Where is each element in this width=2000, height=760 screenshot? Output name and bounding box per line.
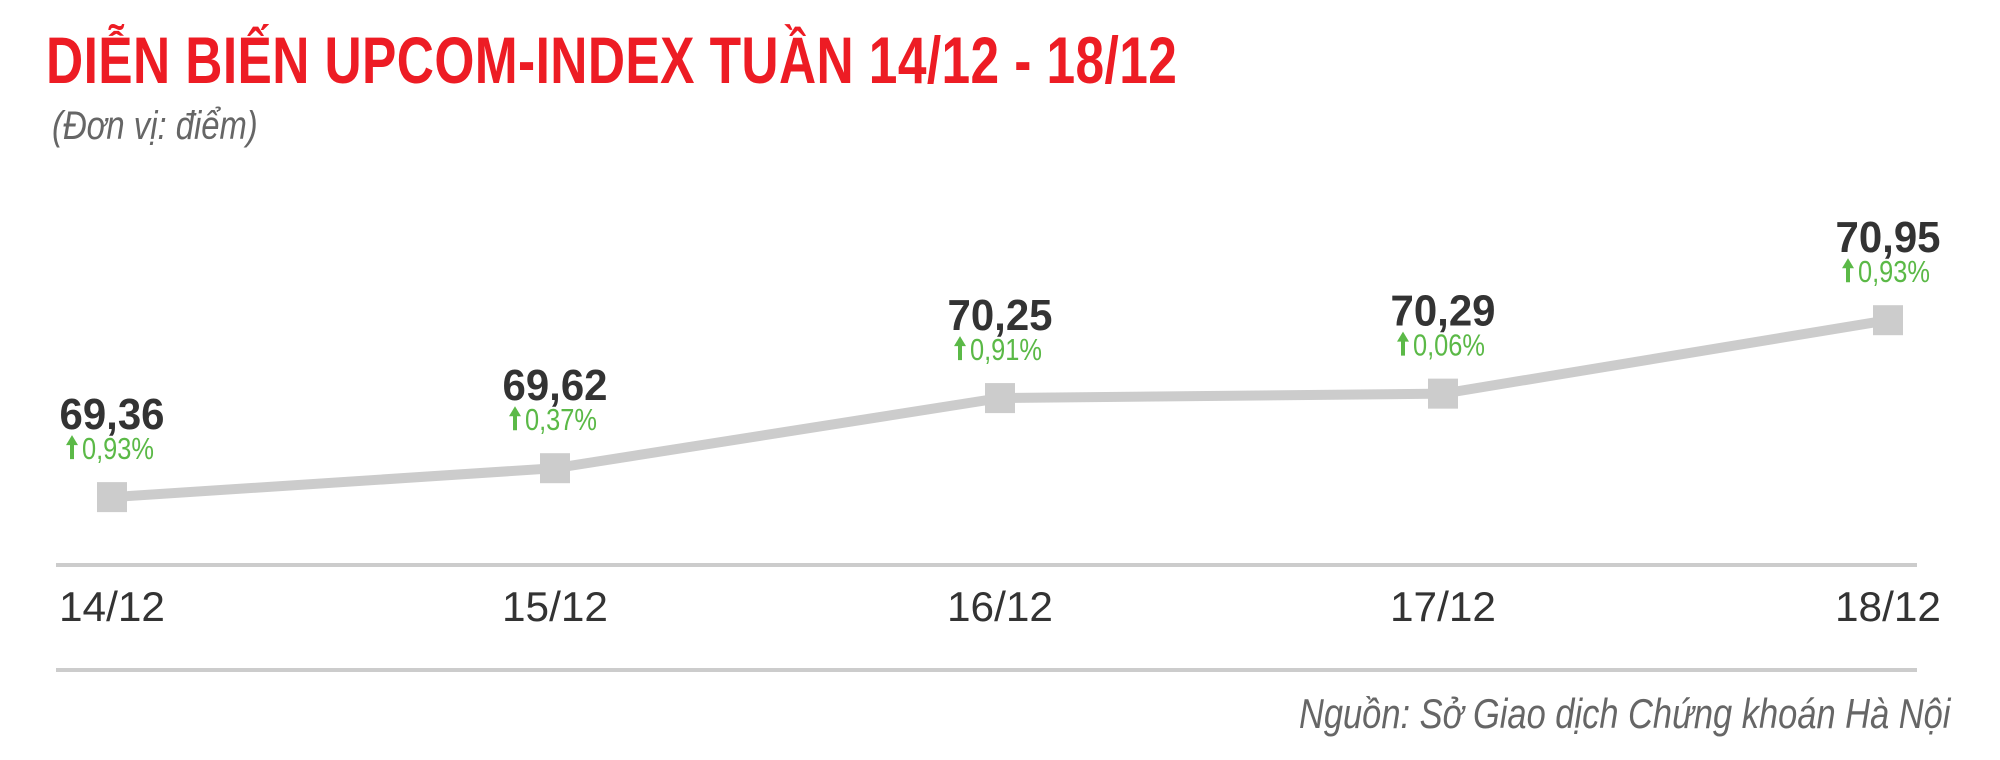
change-label: 0,93% <box>1858 254 1930 289</box>
value-label: 70,95 <box>1836 213 1941 262</box>
value-label: 69,36 <box>60 390 165 439</box>
data-point-marker <box>540 453 570 484</box>
source-note: Nguồn: Sở Giao dịch Chứng khoán Hà Nội <box>1298 690 1950 737</box>
data-point-marker <box>97 482 127 513</box>
x-tick-label: 15/12 <box>502 583 608 630</box>
arrow-up-icon <box>954 336 966 361</box>
change-label: 0,37% <box>525 402 597 437</box>
unit-label: (Đơn vị: điểm) <box>52 104 258 148</box>
value-label: 70,29 <box>1391 287 1496 336</box>
change-label: 0,91% <box>970 332 1042 367</box>
change-label: 0,06% <box>1413 328 1485 363</box>
data-point-marker <box>985 383 1015 414</box>
value-label: 70,25 <box>948 291 1053 340</box>
arrow-up-icon <box>1397 331 1409 356</box>
data-point-marker <box>1873 305 1903 336</box>
x-tick-label: 17/12 <box>1390 583 1496 630</box>
x-tick-label: 18/12 <box>1835 583 1941 630</box>
chart-title: DIỄN BIẾN UPCOM-INDEX TUẦN 14/12 - 18/12 <box>46 23 1178 97</box>
arrow-up-icon <box>1842 258 1854 283</box>
x-tick-label: 16/12 <box>947 583 1053 630</box>
value-label: 69,62 <box>503 361 608 410</box>
change-label: 0,93% <box>82 431 154 466</box>
arrow-up-icon <box>509 406 521 431</box>
x-tick-label: 14/12 <box>59 583 165 630</box>
arrow-up-icon <box>66 435 78 460</box>
data-point-marker <box>1428 378 1458 409</box>
